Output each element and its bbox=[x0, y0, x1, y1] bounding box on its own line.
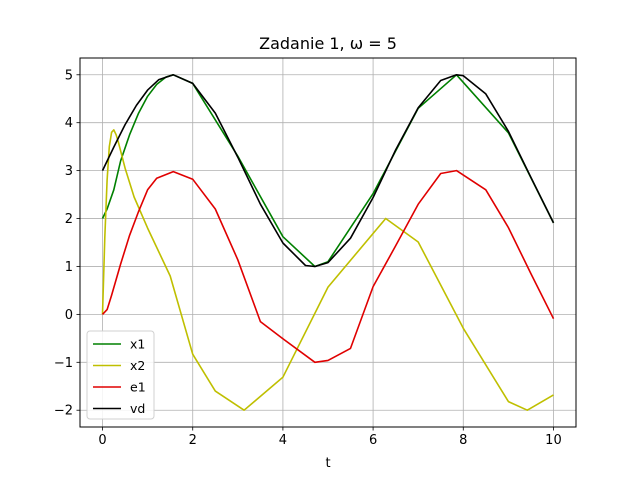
legend-label-vd: vd bbox=[130, 401, 145, 416]
plot-frame bbox=[79, 57, 577, 428]
axis-ticks: 0 2 4 6 8 10 −2 −1 0 1 2 3 4 5 bbox=[54, 68, 562, 448]
y-tick-label: 4 bbox=[65, 116, 73, 131]
legend-label-x1: x1 bbox=[130, 337, 145, 352]
grid bbox=[80, 58, 576, 427]
y-tick-label: −1 bbox=[54, 356, 73, 371]
y-tick-label: 5 bbox=[65, 68, 73, 83]
y-tick-label: 1 bbox=[65, 260, 73, 275]
x-tick-label: 2 bbox=[189, 433, 197, 448]
y-tick-label: 2 bbox=[65, 212, 73, 227]
y-tick-label: 0 bbox=[65, 308, 73, 323]
series-lines bbox=[101, 74, 555, 412]
x-tick-label: 4 bbox=[279, 433, 287, 448]
legend-label-x2: x2 bbox=[130, 358, 145, 373]
legend-box bbox=[86, 330, 155, 420]
x-axis-label: t bbox=[325, 456, 330, 471]
x-tick-label: 10 bbox=[545, 433, 562, 448]
legend: x1 x2 e1 vd bbox=[86, 330, 155, 420]
x-tick-label: 6 bbox=[369, 433, 377, 448]
y-tick-label: −2 bbox=[54, 404, 73, 419]
x-tick-label: 0 bbox=[98, 433, 106, 448]
x-tick-label: 8 bbox=[459, 433, 467, 448]
chart-title: Zadanie 1, ω = 5 bbox=[259, 34, 397, 53]
plot-area bbox=[80, 58, 576, 427]
y-tick-label: 3 bbox=[65, 164, 73, 179]
series-line-x2 bbox=[101, 129, 554, 412]
legend-label-e1: e1 bbox=[130, 380, 146, 395]
series-line-e1 bbox=[101, 169, 555, 364]
series-line-vd bbox=[101, 74, 555, 268]
